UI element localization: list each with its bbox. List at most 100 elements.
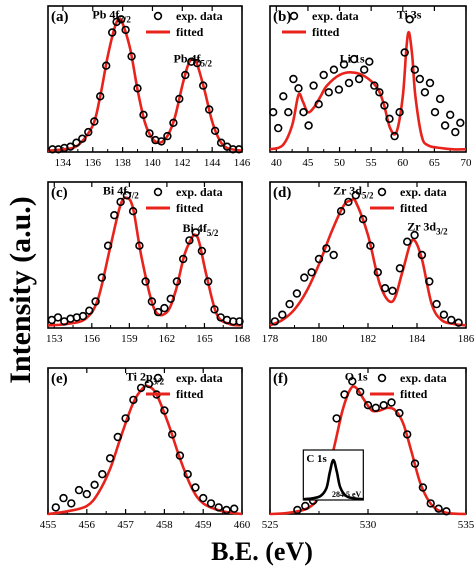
legend-marker xyxy=(289,11,299,21)
x-tick-label: 146 xyxy=(234,157,251,169)
data-point xyxy=(380,284,390,293)
y-axis-label: Intensity (a.u.) xyxy=(4,196,37,384)
data-point xyxy=(366,241,375,250)
data-point xyxy=(121,414,130,423)
data-point xyxy=(214,503,223,512)
data-point xyxy=(121,25,130,35)
panel-b: 40 45 50 55 60 65 70 (b) exp. data fitted Ti 3s Li … xyxy=(269,5,473,169)
data-point xyxy=(285,299,294,309)
legend-label-fit: fitted xyxy=(400,201,428,215)
data-point xyxy=(373,268,382,277)
data-point xyxy=(324,88,333,97)
legend-label-fit: fitted xyxy=(176,25,204,39)
x-tick-label: 184 xyxy=(409,333,426,345)
data-point xyxy=(185,236,194,245)
data-point xyxy=(314,254,324,264)
legend-label-data: exp. data xyxy=(176,9,223,23)
data-point xyxy=(166,294,175,303)
x-tick-label: 455 xyxy=(40,519,57,531)
data-point xyxy=(103,241,113,250)
x-tick-label: 138 xyxy=(114,157,131,169)
data-point xyxy=(183,470,192,479)
data-point xyxy=(216,138,226,147)
data-point xyxy=(279,92,288,101)
data-point xyxy=(289,74,298,84)
data-point xyxy=(59,493,68,503)
data-point xyxy=(98,470,107,479)
x-tick-label: 144 xyxy=(204,157,221,169)
data-point xyxy=(410,459,420,468)
x-tick-label: 460 xyxy=(234,519,251,531)
data-point xyxy=(269,107,278,117)
data-point xyxy=(425,277,434,286)
x-tick-label: 525 xyxy=(262,519,279,531)
data-point xyxy=(168,430,177,439)
data-point xyxy=(179,254,188,264)
data-point xyxy=(169,118,178,128)
x-tick-label: 50 xyxy=(334,157,346,169)
data-point xyxy=(395,107,404,117)
data-point xyxy=(193,58,202,68)
data-point xyxy=(420,88,430,97)
peak-label: Ti 2p3/2 xyxy=(126,370,165,387)
data-point xyxy=(230,504,239,513)
x-tick-label: 457 xyxy=(117,519,134,531)
data-point xyxy=(380,101,389,110)
data-point xyxy=(210,305,219,314)
data-point xyxy=(319,70,328,80)
panel-d: 178 180 182 184 186 (d) exp. data fitted Zr 3d5/… xyxy=(262,181,474,345)
data-point xyxy=(160,303,169,313)
data-point xyxy=(329,65,339,74)
data-point xyxy=(309,81,318,90)
data-point xyxy=(385,114,394,124)
data-point xyxy=(48,145,57,154)
data-point xyxy=(175,451,185,460)
data-point xyxy=(78,311,88,321)
x-tick-label: 70 xyxy=(461,157,473,169)
fit-line xyxy=(269,385,467,516)
data-point xyxy=(400,48,409,57)
plot-frame xyxy=(47,5,243,153)
data-point xyxy=(339,60,349,69)
data-point xyxy=(344,197,353,207)
inset-peak-label: 284.5 eV xyxy=(332,490,362,499)
peak-label: Pb 4f5/2 xyxy=(173,51,212,68)
legend-marker xyxy=(377,187,387,197)
legend-label-data: exp. data xyxy=(400,371,447,385)
data-point xyxy=(105,454,115,463)
data-point xyxy=(442,507,451,516)
data-point xyxy=(356,387,365,397)
data-point xyxy=(135,241,144,250)
data-point xyxy=(74,485,84,495)
peak-label: Zr 3d5/2 xyxy=(333,184,374,201)
data-point xyxy=(113,432,123,442)
x-tick-label: 178 xyxy=(262,333,279,345)
peak-label: Ti 3s xyxy=(397,8,422,22)
data-point xyxy=(160,406,169,415)
data-point xyxy=(72,138,81,147)
panel-label: (c) xyxy=(51,185,68,201)
x-tick-label: 55 xyxy=(366,157,378,169)
x-tick-label: 159 xyxy=(121,333,138,345)
data-point xyxy=(222,505,231,515)
data-point xyxy=(332,414,341,423)
data-point xyxy=(334,85,344,94)
data-point xyxy=(90,480,99,489)
data-point xyxy=(395,408,404,418)
data-point xyxy=(82,489,92,499)
legend-label-data: exp. data xyxy=(400,185,447,199)
data-point xyxy=(379,401,388,410)
data-point xyxy=(228,145,238,154)
data-point xyxy=(344,78,354,88)
x-tick-label: 535 xyxy=(458,519,474,531)
data-point xyxy=(116,197,125,207)
data-point xyxy=(85,306,94,315)
legend-label-data: exp. data xyxy=(176,371,223,385)
data-point xyxy=(304,121,313,130)
data-point xyxy=(390,131,399,141)
data-point xyxy=(97,273,107,282)
panel-c: 153 156 159 162 165 168 (c) exp. data fitted Bi 4… xyxy=(46,181,251,345)
data-point xyxy=(418,483,428,492)
data-point xyxy=(107,28,117,37)
x-tick-label: 140 xyxy=(144,157,161,169)
